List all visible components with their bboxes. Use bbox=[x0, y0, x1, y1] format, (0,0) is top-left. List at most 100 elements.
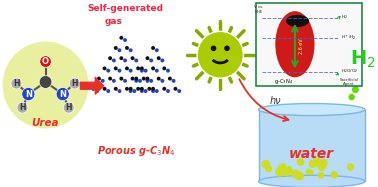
Circle shape bbox=[11, 78, 22, 89]
Circle shape bbox=[347, 163, 354, 171]
Circle shape bbox=[40, 56, 51, 68]
Circle shape bbox=[101, 79, 105, 83]
Text: H$_2$O/O$_2$: H$_2$O/O$_2$ bbox=[341, 68, 358, 75]
Circle shape bbox=[102, 87, 107, 91]
Circle shape bbox=[130, 56, 135, 60]
Circle shape bbox=[211, 45, 216, 51]
Circle shape bbox=[132, 89, 136, 93]
Circle shape bbox=[155, 69, 159, 73]
Circle shape bbox=[224, 45, 230, 51]
Circle shape bbox=[140, 89, 144, 93]
Circle shape bbox=[140, 66, 144, 70]
Circle shape bbox=[157, 56, 161, 60]
Circle shape bbox=[129, 48, 133, 52]
Text: H: H bbox=[13, 79, 20, 88]
Circle shape bbox=[147, 87, 151, 91]
FancyBboxPatch shape bbox=[256, 3, 362, 86]
Circle shape bbox=[114, 66, 118, 70]
Circle shape bbox=[174, 87, 177, 91]
Circle shape bbox=[318, 163, 325, 171]
Ellipse shape bbox=[275, 11, 314, 77]
Circle shape bbox=[106, 69, 110, 73]
Text: V vs.
NHE: V vs. NHE bbox=[254, 5, 263, 14]
Text: N: N bbox=[25, 90, 32, 99]
Circle shape bbox=[350, 78, 358, 86]
Circle shape bbox=[166, 89, 170, 93]
Circle shape bbox=[151, 66, 155, 70]
Circle shape bbox=[346, 70, 355, 79]
Circle shape bbox=[155, 89, 159, 93]
Circle shape bbox=[172, 79, 175, 83]
Circle shape bbox=[318, 172, 324, 179]
Circle shape bbox=[125, 66, 129, 70]
Circle shape bbox=[149, 59, 153, 62]
Circle shape bbox=[22, 88, 35, 101]
Circle shape bbox=[136, 87, 140, 91]
Circle shape bbox=[129, 69, 133, 73]
Circle shape bbox=[63, 102, 74, 113]
Circle shape bbox=[130, 77, 135, 81]
Circle shape bbox=[114, 46, 118, 50]
Circle shape bbox=[125, 46, 129, 50]
Circle shape bbox=[142, 77, 146, 81]
Text: gas: gas bbox=[105, 17, 123, 26]
Circle shape bbox=[157, 77, 161, 81]
FancyArrowPatch shape bbox=[336, 73, 339, 75]
Circle shape bbox=[129, 87, 133, 91]
Circle shape bbox=[91, 87, 95, 91]
Circle shape bbox=[146, 77, 149, 81]
Circle shape bbox=[295, 171, 304, 180]
FancyArrowPatch shape bbox=[338, 16, 340, 19]
FancyArrowPatch shape bbox=[81, 77, 104, 94]
Circle shape bbox=[162, 87, 166, 91]
Circle shape bbox=[119, 36, 123, 40]
Circle shape bbox=[140, 87, 144, 91]
Circle shape bbox=[95, 89, 99, 93]
Circle shape bbox=[160, 59, 164, 62]
Text: O: O bbox=[42, 57, 49, 66]
Circle shape bbox=[129, 89, 133, 93]
Text: Sacrificial
Agent: Sacrificial Agent bbox=[339, 78, 359, 86]
Circle shape bbox=[160, 79, 164, 83]
Circle shape bbox=[285, 166, 293, 173]
Circle shape bbox=[276, 167, 282, 173]
Text: H: H bbox=[19, 103, 26, 112]
Circle shape bbox=[291, 169, 300, 178]
Circle shape bbox=[261, 160, 270, 169]
Circle shape bbox=[134, 59, 138, 62]
Circle shape bbox=[342, 62, 352, 72]
Circle shape bbox=[108, 56, 112, 60]
Circle shape bbox=[118, 69, 121, 73]
Text: H: H bbox=[65, 103, 72, 112]
Circle shape bbox=[97, 77, 101, 81]
Text: H$_2$: H$_2$ bbox=[350, 49, 376, 70]
Circle shape bbox=[118, 89, 121, 93]
Circle shape bbox=[349, 94, 355, 100]
Circle shape bbox=[56, 88, 69, 101]
Circle shape bbox=[108, 77, 112, 81]
Circle shape bbox=[112, 59, 116, 62]
Text: Urea: Urea bbox=[32, 118, 59, 128]
Circle shape bbox=[319, 159, 328, 168]
Circle shape bbox=[162, 66, 166, 70]
Circle shape bbox=[197, 31, 243, 78]
Circle shape bbox=[151, 46, 155, 50]
Circle shape bbox=[151, 87, 155, 91]
Circle shape bbox=[166, 69, 170, 73]
Circle shape bbox=[144, 89, 147, 93]
Text: Porous g-C$_3$N$_4$: Porous g-C$_3$N$_4$ bbox=[97, 144, 176, 158]
Circle shape bbox=[280, 163, 286, 169]
Circle shape bbox=[282, 167, 291, 176]
Circle shape bbox=[125, 87, 129, 91]
Circle shape bbox=[39, 76, 52, 88]
Circle shape bbox=[112, 79, 116, 83]
Circle shape bbox=[134, 79, 138, 83]
Circle shape bbox=[119, 77, 123, 81]
Circle shape bbox=[123, 59, 127, 62]
Text: N: N bbox=[59, 90, 66, 99]
Bar bbox=[259, 110, 365, 181]
Circle shape bbox=[118, 48, 121, 52]
Circle shape bbox=[102, 66, 107, 70]
Circle shape bbox=[144, 69, 147, 73]
Circle shape bbox=[309, 170, 314, 175]
